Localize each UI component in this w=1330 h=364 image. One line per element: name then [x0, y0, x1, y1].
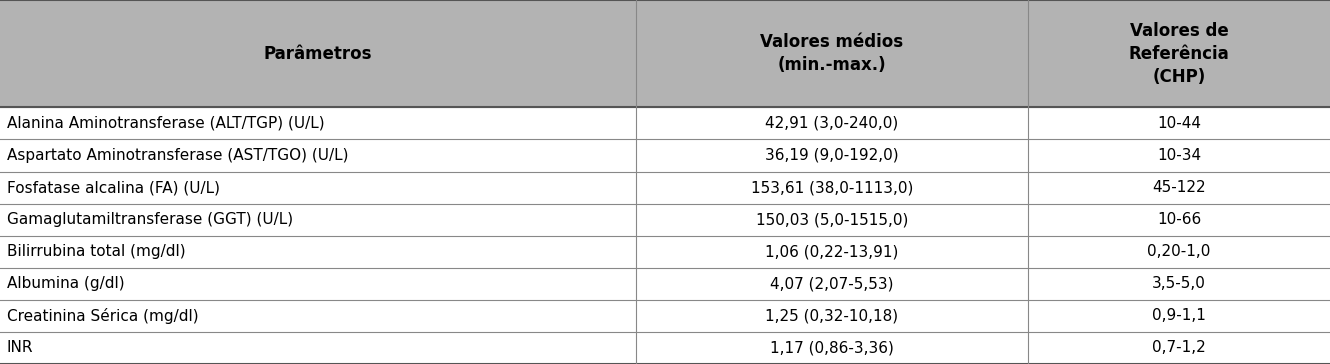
Text: Valores médios
(min.-max.): Valores médios (min.-max.) [761, 33, 903, 74]
Text: 10-34: 10-34 [1157, 148, 1201, 163]
Text: Parâmetros: Parâmetros [263, 45, 372, 63]
Text: 1,06 (0,22-13,91): 1,06 (0,22-13,91) [765, 244, 899, 259]
Text: Valores de
Referência
(CHP): Valores de Referência (CHP) [1129, 22, 1229, 86]
Text: 153,61 (38,0-1113,0): 153,61 (38,0-1113,0) [750, 180, 914, 195]
Text: 1,17 (0,86-3,36): 1,17 (0,86-3,36) [770, 340, 894, 356]
Text: Bilirrubina total (mg/dl): Bilirrubina total (mg/dl) [7, 244, 185, 259]
Text: 10-44: 10-44 [1157, 116, 1201, 131]
Text: 0,7-1,2: 0,7-1,2 [1152, 340, 1206, 356]
Text: Fosfatase alcalina (FA) (U/L): Fosfatase alcalina (FA) (U/L) [7, 180, 219, 195]
Text: Aspartato Aminotransferase (AST/TGO) (U/L): Aspartato Aminotransferase (AST/TGO) (U/… [7, 148, 348, 163]
Text: Albumina (g/dl): Albumina (g/dl) [7, 276, 124, 291]
Bar [0, 0, 1330, 107]
Text: 3,5-5,0: 3,5-5,0 [1152, 276, 1206, 291]
Text: 1,25 (0,32-10,18): 1,25 (0,32-10,18) [765, 308, 899, 323]
Text: Creatinina Sérica (mg/dl): Creatinina Sérica (mg/dl) [7, 308, 198, 324]
Text: INR: INR [7, 340, 33, 356]
Text: 150,03 (5,0-1515,0): 150,03 (5,0-1515,0) [755, 212, 908, 227]
Text: 42,91 (3,0-240,0): 42,91 (3,0-240,0) [765, 116, 899, 131]
Text: 10-66: 10-66 [1157, 212, 1201, 227]
Text: 0,20-1,0: 0,20-1,0 [1148, 244, 1210, 259]
Text: Gamaglutamiltransferase (GGT) (U/L): Gamaglutamiltransferase (GGT) (U/L) [7, 212, 293, 227]
Text: 0,9-1,1: 0,9-1,1 [1152, 308, 1206, 323]
Text: 45-122: 45-122 [1152, 180, 1206, 195]
Text: 36,19 (9,0-192,0): 36,19 (9,0-192,0) [765, 148, 899, 163]
Text: 4,07 (2,07-5,53): 4,07 (2,07-5,53) [770, 276, 894, 291]
Text: Alanina Aminotransferase (ALT/TGP) (U/L): Alanina Aminotransferase (ALT/TGP) (U/L) [7, 116, 325, 131]
